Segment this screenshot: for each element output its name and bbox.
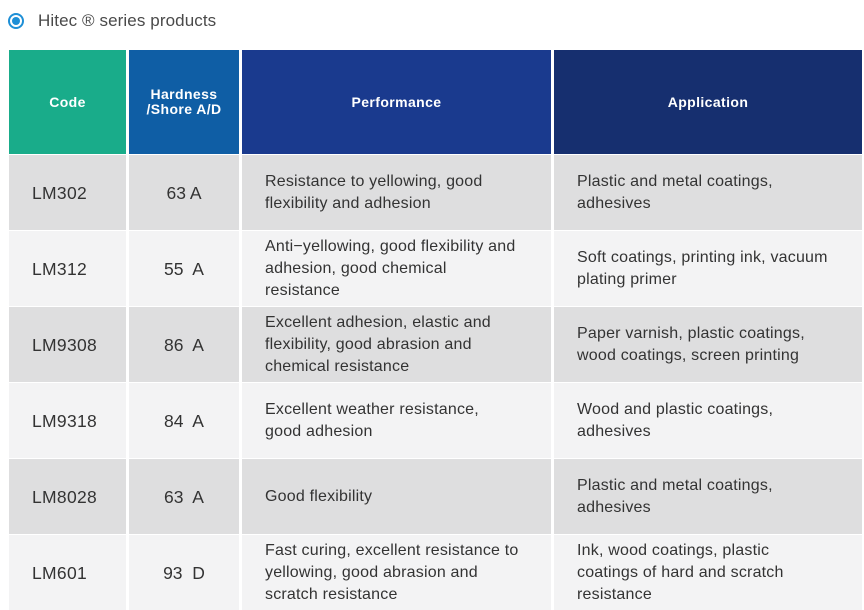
section-title: Hitec ® series products <box>38 11 217 30</box>
cell-application: Soft coatings, printing ink, vacuum plat… <box>554 231 862 306</box>
cell-hardness: 63 A <box>129 155 239 230</box>
cell-hardness: 86 A <box>129 307 239 382</box>
cell-performance: Resistance to yellowing, good flexibilit… <box>242 155 551 230</box>
section-title-bar: Hitec ® series products <box>8 9 216 33</box>
radio-bullet-icon <box>8 13 24 29</box>
cell-hardness: 93 D <box>129 535 239 610</box>
header-hardness: Hardness /Shore A/D <box>129 50 239 154</box>
cell-code: LM601 <box>9 535 126 610</box>
cell-performance: Good flexibility <box>242 459 551 534</box>
cell-performance: Excellent adhesion, elastic and flexibil… <box>242 307 551 382</box>
cell-application: Ink, wood coatings, plastic coatings of … <box>554 535 862 610</box>
header-code: Code <box>9 50 126 154</box>
cell-hardness: 55 A <box>129 231 239 306</box>
cell-performance: Fast curing, excellent resistance to yel… <box>242 535 551 610</box>
cell-code: LM302 <box>9 155 126 230</box>
cell-application: Plastic and metal coatings, adhesives <box>554 459 862 534</box>
cell-performance: Excellent weather resistance, good adhes… <box>242 383 551 458</box>
products-table: Code Hardness /Shore A/D Performance App… <box>9 50 862 610</box>
cell-application: Wood and plastic coatings, adhesives <box>554 383 862 458</box>
cell-code: LM9308 <box>9 307 126 382</box>
cell-hardness: 63 A <box>129 459 239 534</box>
header-application: Application <box>554 50 862 154</box>
cell-code: LM8028 <box>9 459 126 534</box>
cell-performance: Anti−yellowing, good flexibility and adh… <box>242 231 551 306</box>
header-performance: Performance <box>242 50 551 154</box>
cell-code: LM312 <box>9 231 126 306</box>
cell-code: LM9318 <box>9 383 126 458</box>
cell-application: Plastic and metal coatings, adhesives <box>554 155 862 230</box>
cell-application: Paper varnish, plastic coatings, wood co… <box>554 307 862 382</box>
cell-hardness: 84 A <box>129 383 239 458</box>
